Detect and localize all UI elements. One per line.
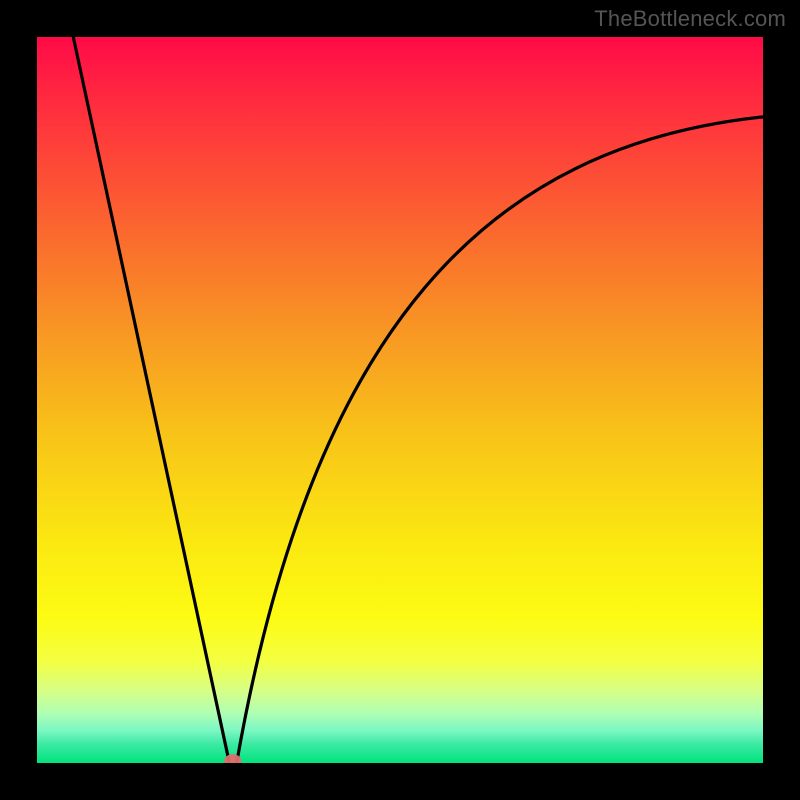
bottleneck-curve	[37, 37, 763, 763]
curve-right-branch	[237, 117, 763, 763]
watermark-text: TheBottleneck.com	[594, 6, 786, 32]
optimum-marker	[224, 754, 241, 763]
curve-left-branch	[73, 37, 229, 763]
plot-area	[37, 37, 763, 763]
